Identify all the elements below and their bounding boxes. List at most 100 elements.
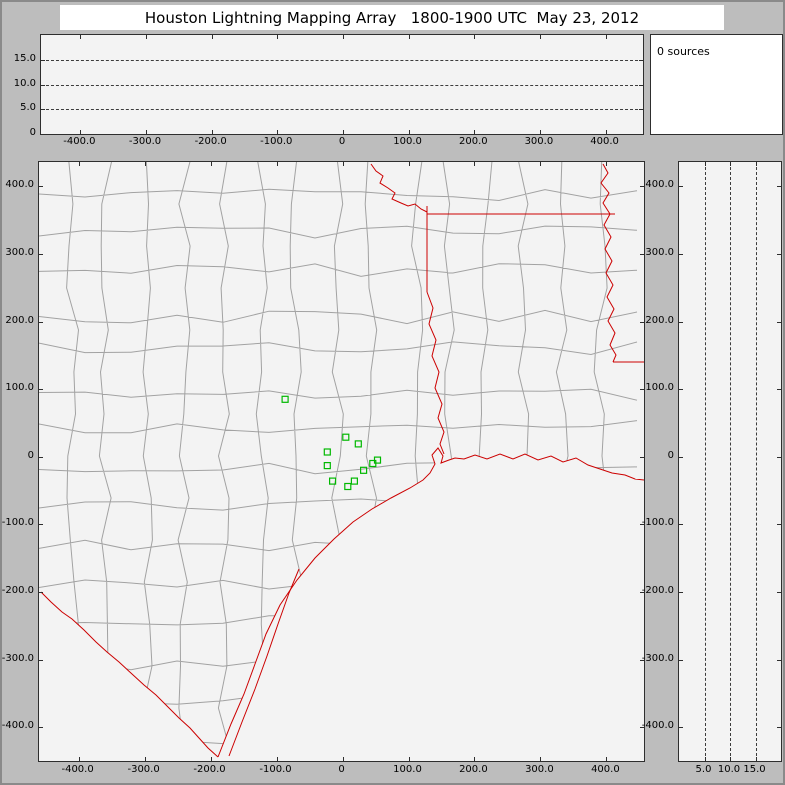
tick-mark (39, 253, 43, 255)
tick-mark (146, 35, 147, 39)
tick-mark (777, 456, 781, 458)
tick-mark (39, 659, 43, 661)
tick-mark (639, 109, 643, 111)
tick-mark (78, 757, 80, 761)
tick-mark (343, 130, 344, 134)
axis-tick-label: 0 (27, 449, 34, 461)
sources-panel: 0 sources (650, 34, 783, 135)
tick-mark (777, 321, 781, 323)
lma-station-marker (360, 466, 368, 474)
tick-mark (640, 524, 644, 526)
axis-tick-label: -100.0 (1, 517, 34, 529)
axis-tick-label: 300.0 (5, 246, 34, 258)
lma-station-marker (354, 440, 362, 448)
tick-mark (777, 524, 781, 526)
axis-tick-label: -100.0 (641, 517, 674, 529)
axis-tick-label: -100.0 (259, 764, 292, 775)
tick-mark (639, 134, 643, 135)
axis-tick-label: -200.0 (194, 136, 227, 147)
lma-station-marker (350, 477, 358, 485)
axis-tick-label: -300.0 (127, 764, 160, 775)
tick-mark (474, 757, 476, 761)
dashed-gridline (41, 59, 643, 61)
tick-mark (276, 162, 278, 166)
axis-tick-label: 200.0 (5, 314, 34, 326)
tick-mark (408, 162, 410, 166)
axis-tick-label: -400.0 (63, 136, 96, 147)
axis-tick-label: -400.0 (1, 720, 34, 732)
dashed-gridline (730, 162, 731, 761)
tick-mark (211, 130, 213, 134)
tick-mark (210, 757, 212, 761)
tick-mark (41, 109, 45, 111)
tick-mark (39, 524, 43, 526)
axis-tick-label: 100.0 (645, 382, 674, 394)
mississippi-river-border (600, 163, 617, 363)
tick-mark (679, 389, 683, 391)
lma-station-marker (342, 433, 350, 441)
state-borders (40, 163, 644, 758)
tick-mark (39, 727, 43, 729)
page-title: Houston Lightning Mapping Array 1800-190… (144, 8, 640, 27)
tick-mark (80, 130, 82, 134)
tick-mark (80, 35, 82, 39)
tick-mark (78, 162, 80, 166)
axis-tick-label: 200.0 (645, 314, 674, 326)
tick-mark (679, 659, 683, 661)
tick-mark (146, 130, 147, 134)
axis-tick-label: -300.0 (1, 652, 34, 664)
tick-mark (679, 456, 683, 458)
tick-mark (679, 524, 683, 526)
axis-tick-label: -100.0 (260, 136, 293, 147)
tick-mark (679, 253, 683, 255)
tick-mark (639, 84, 643, 86)
tick-mark (39, 592, 43, 593)
tick-mark (41, 134, 45, 135)
sources-count-label: 0 sources (657, 45, 710, 58)
lma-station-marker (344, 482, 352, 491)
tick-mark (408, 35, 410, 39)
tick-mark (640, 253, 644, 255)
axis-tick-label: 400.0 (5, 179, 34, 191)
lma-station-marker (373, 456, 382, 464)
axis-tick-label: -200.0 (193, 764, 226, 775)
axis-tick-label: -400.0 (61, 764, 94, 775)
tick-mark (640, 456, 644, 458)
axis-tick-label: -300.0 (641, 652, 674, 664)
axis-tick-label: 300.0 (645, 246, 674, 258)
tick-mark (640, 727, 644, 729)
lma-station-marker (323, 462, 331, 470)
lma-stations-group (281, 395, 382, 491)
tick-mark (41, 59, 45, 61)
tick-mark (474, 162, 476, 166)
tick-mark (755, 162, 757, 166)
axis-tick-label: 400.0 (590, 136, 619, 147)
tick-mark (755, 757, 757, 761)
dashed-gridline (41, 84, 643, 86)
tick-mark (276, 757, 278, 761)
dashed-gridline (704, 162, 706, 761)
tick-mark (39, 389, 43, 391)
tick-mark (144, 757, 146, 761)
map-panel (38, 161, 645, 762)
tick-mark (474, 130, 476, 134)
axis-tick-label: 15.0 (13, 52, 36, 64)
axis-tick-label: 10.0 (13, 77, 36, 89)
tick-mark (540, 162, 542, 166)
lma-station-marker (329, 477, 337, 485)
map-y-axis-labels: 400.0 300.0 200.0 100.0 0 -100.0 -200.0 -300.0 -… (2, 161, 36, 760)
tick-mark (342, 757, 344, 761)
tick-mark (777, 253, 781, 255)
lma-station-marker (323, 448, 331, 456)
tick-mark (39, 321, 43, 323)
tick-mark (777, 659, 781, 661)
tick-mark (408, 757, 410, 761)
tick-mark (408, 130, 410, 134)
axis-tick-label: 10.0 (717, 764, 741, 775)
tick-mark (640, 186, 644, 188)
tick-mark (639, 59, 643, 61)
axis-tick-label: 5.0 (695, 764, 712, 775)
sabine-river-border (426, 291, 445, 455)
mexico-mask (39, 590, 220, 761)
